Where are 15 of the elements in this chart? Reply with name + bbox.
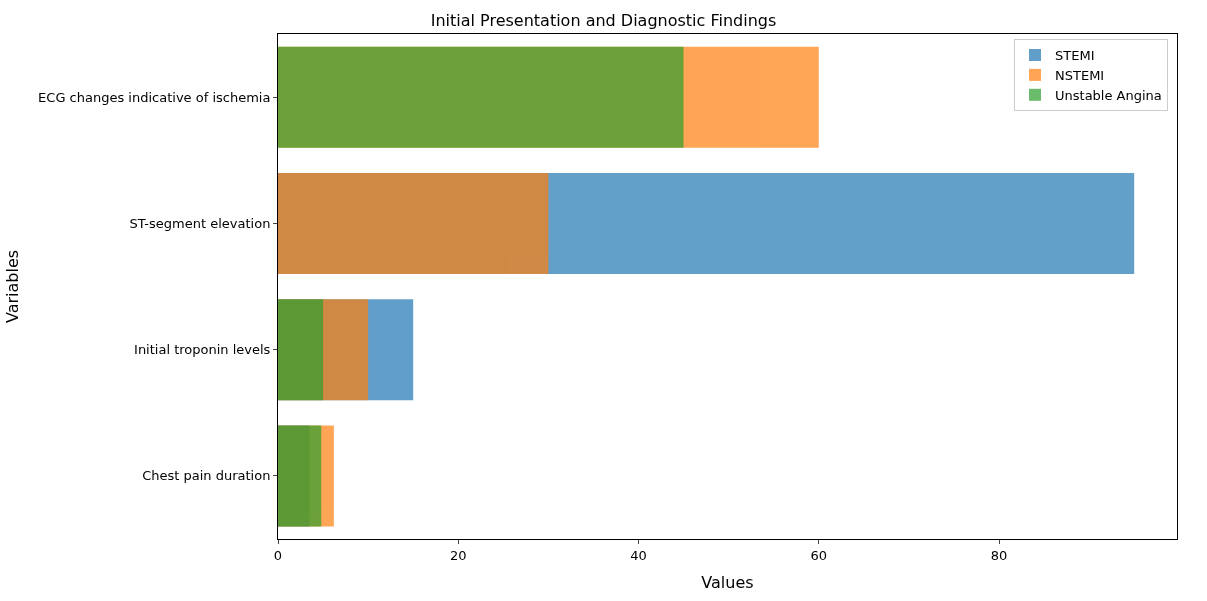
legend-label: STEMI (1055, 48, 1095, 64)
x-tick-label: 0 (273, 547, 283, 563)
x-tick-label: 80 (990, 547, 1008, 563)
x-axis-title: Values (701, 573, 754, 593)
y-axis-title: Variables (3, 249, 23, 324)
y-tick-label: ST-segment elevation (129, 215, 271, 231)
chart-title: Initial Presentation and Diagnostic Findings (430, 11, 777, 31)
legend-label: Unstable Angina (1055, 87, 1162, 103)
x-tick-label: 20 (449, 547, 467, 563)
x-tick-label: 60 (810, 547, 828, 563)
x-tick-label: 40 (630, 547, 647, 563)
y-tick-label: Chest pain duration (142, 468, 271, 484)
y-tick-label: Initial troponin levels (134, 342, 271, 358)
legend-label: NSTEMI (1055, 67, 1105, 83)
y-tick-label: ECG changes indicative of ischemia (38, 89, 271, 105)
